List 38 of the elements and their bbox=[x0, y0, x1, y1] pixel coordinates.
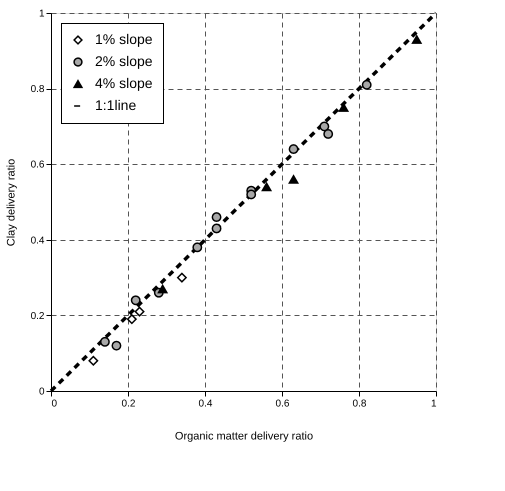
x-tick-label: 0.8 bbox=[352, 398, 367, 410]
point bbox=[288, 174, 298, 184]
point bbox=[130, 295, 141, 306]
point bbox=[338, 103, 349, 112]
point bbox=[112, 340, 122, 351]
point bbox=[176, 272, 187, 283]
point bbox=[126, 314, 137, 324]
point bbox=[212, 224, 222, 234]
legend-label: 1% slope bbox=[95, 31, 153, 47]
y-tick-label: 0.2 bbox=[30, 310, 45, 322]
point bbox=[88, 356, 98, 366]
point bbox=[288, 144, 298, 154]
x-tick-label: 0 bbox=[52, 398, 58, 410]
point bbox=[412, 35, 422, 44]
point bbox=[362, 80, 372, 90]
x-tick-label: 1 bbox=[430, 398, 437, 410]
point bbox=[246, 190, 256, 200]
point bbox=[100, 336, 110, 347]
y-tick-label: 0.8 bbox=[30, 84, 45, 96]
point bbox=[158, 284, 168, 294]
y-tick-label: 0.4 bbox=[30, 235, 45, 246]
x-tick-label: 0.2 bbox=[122, 398, 136, 410]
legend-label: 1:1line bbox=[95, 97, 136, 113]
point bbox=[262, 182, 272, 192]
point bbox=[192, 242, 202, 252]
point bbox=[319, 121, 330, 132]
legend-label: 4% slope bbox=[95, 75, 153, 91]
legend-label: 2% slope bbox=[95, 53, 153, 69]
point bbox=[134, 306, 144, 317]
point bbox=[212, 212, 222, 222]
x-axis-title: Organic matter delivery ratio bbox=[174, 430, 314, 442]
y-tick-label: 1 bbox=[38, 8, 45, 20]
x-tick-label: 0.6 bbox=[276, 398, 290, 410]
y-axis-title: Clay delivery ratio bbox=[6, 158, 18, 246]
point bbox=[323, 129, 334, 139]
y-tick-label: 0 bbox=[38, 386, 45, 398]
x-tick-label: 0.4 bbox=[198, 398, 213, 410]
y-tick-label: 0.6 bbox=[30, 160, 45, 171]
